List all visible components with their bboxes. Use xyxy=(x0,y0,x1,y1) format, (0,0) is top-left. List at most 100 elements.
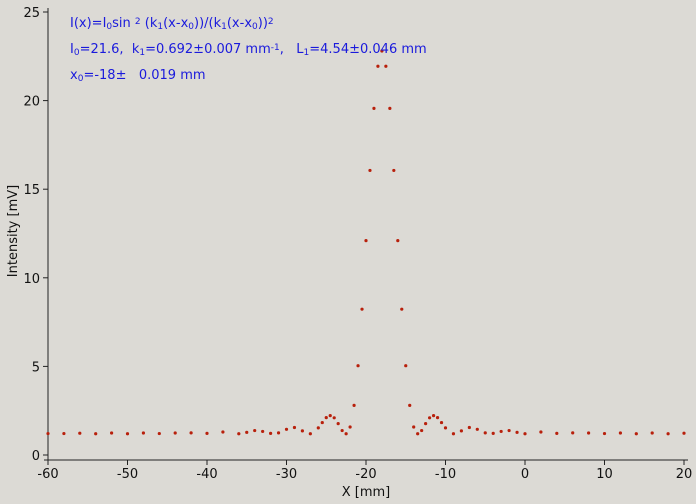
data-point xyxy=(384,64,388,68)
annotation-part: 1 xyxy=(221,22,227,32)
y-tick-label: 15 xyxy=(23,183,40,198)
x-tick-label: 0 xyxy=(521,467,529,482)
data-point xyxy=(110,431,114,435)
data-point xyxy=(348,425,352,429)
data-point xyxy=(396,238,400,243)
annotation-part: (x-x xyxy=(163,16,188,31)
annotation-part: 1 xyxy=(157,22,163,32)
data-point xyxy=(571,431,575,435)
data-point xyxy=(253,428,257,433)
data-point xyxy=(364,238,368,243)
y-tick-label: 10 xyxy=(23,272,40,287)
data-point xyxy=(360,307,364,311)
data-point xyxy=(332,416,336,420)
data-point xyxy=(439,420,444,425)
data-point xyxy=(336,422,340,426)
data-point xyxy=(46,431,50,436)
data-point xyxy=(435,416,440,420)
data-point xyxy=(523,432,527,436)
data-point xyxy=(237,432,241,436)
data-point xyxy=(78,431,82,435)
data-point xyxy=(324,416,328,420)
data-point xyxy=(368,168,372,173)
annotation-part: -1 xyxy=(271,43,280,53)
data-point xyxy=(328,414,332,418)
data-point xyxy=(173,431,177,435)
data-point xyxy=(245,430,249,434)
annotation-part: =21.6, k xyxy=(80,42,140,57)
data-point xyxy=(483,431,487,435)
data-point xyxy=(284,427,289,431)
data-point xyxy=(420,428,424,433)
annotation-part: 1 xyxy=(139,48,145,58)
data-point xyxy=(618,431,623,435)
annotation-part: 2 xyxy=(268,17,274,27)
x-tick-label: -40 xyxy=(196,467,217,482)
data-point xyxy=(356,364,360,368)
x-tick-label: 20 xyxy=(676,467,693,482)
annotation-part: (k xyxy=(141,16,158,31)
data-point xyxy=(308,432,312,436)
data-point xyxy=(344,432,348,436)
annotation-part: ))/(k xyxy=(194,16,222,31)
data-point xyxy=(292,425,297,430)
data-point xyxy=(491,431,495,435)
data-point xyxy=(602,431,607,436)
annotation: x0=-18± 0.019 mm xyxy=(70,68,206,84)
data-point xyxy=(205,431,209,435)
annotation-part: , L xyxy=(280,42,305,57)
x-tick-label: -50 xyxy=(117,467,138,482)
annotation-part: (x-x xyxy=(227,16,252,31)
data-point xyxy=(352,403,356,407)
annotation-part: 0 xyxy=(106,22,112,32)
data-point xyxy=(141,431,145,435)
data-point xyxy=(62,431,66,436)
annotation-part: 2 xyxy=(135,17,141,27)
data-point xyxy=(269,431,273,435)
y-tick-label: 25 xyxy=(23,6,40,21)
data-point xyxy=(412,425,416,429)
annotation-part: 0 xyxy=(74,48,80,58)
data-point xyxy=(388,106,392,110)
data-point xyxy=(555,431,559,435)
data-point xyxy=(587,431,591,435)
y-tick-label: 5 xyxy=(32,360,40,375)
data-point xyxy=(376,64,380,68)
data-point xyxy=(189,431,193,435)
data-point xyxy=(634,432,638,436)
annotation-part: =-18± 0.019 mm xyxy=(83,68,205,83)
data-point xyxy=(276,431,281,435)
data-point xyxy=(467,425,471,430)
data-point xyxy=(475,427,479,431)
data-point xyxy=(404,364,408,368)
data-point xyxy=(316,426,320,430)
data-point xyxy=(507,428,511,433)
x-tick-label: 10 xyxy=(596,467,613,482)
annotation-part: sin xyxy=(112,16,135,31)
x-axis-label: X [mm] xyxy=(342,485,391,500)
data-point xyxy=(666,432,670,436)
annotation-part: I xyxy=(70,42,74,57)
data-point xyxy=(380,49,384,53)
y-tick-label: 0 xyxy=(32,449,40,464)
data-point xyxy=(682,431,686,435)
data-point xyxy=(539,430,543,434)
annotation-part: )) xyxy=(258,16,268,31)
annotation-part: 1 xyxy=(304,48,310,58)
data-point xyxy=(451,432,456,436)
data-point xyxy=(408,403,412,407)
data-point xyxy=(125,432,130,436)
data-point xyxy=(416,432,420,436)
data-point xyxy=(400,307,404,311)
annotation-part: I(x)=I xyxy=(70,16,106,31)
data-point xyxy=(340,428,344,433)
y-axis-label: Intensity [mV] xyxy=(6,185,21,277)
data-point xyxy=(392,168,396,173)
data-point xyxy=(424,422,428,426)
x-tick-label: -60 xyxy=(37,467,58,482)
annotation-part: 0 xyxy=(188,22,194,32)
y-tick-label: 20 xyxy=(23,95,40,110)
data-point xyxy=(94,432,98,436)
